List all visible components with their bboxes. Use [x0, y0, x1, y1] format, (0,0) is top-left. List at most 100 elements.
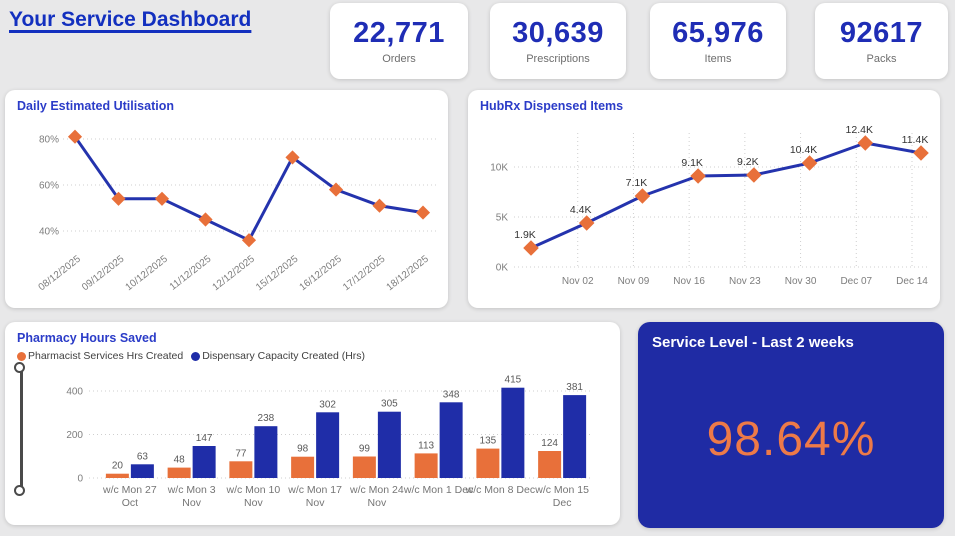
panel-service-level: Service Level - Last 2 weeks 98.64%: [638, 322, 944, 528]
svg-text:Oct: Oct: [122, 497, 138, 509]
svg-text:400: 400: [66, 387, 83, 398]
svg-text:Nov: Nov: [182, 497, 201, 509]
svg-text:305: 305: [381, 399, 398, 410]
utilisation-panel-title: Daily Estimated Utilisation: [17, 99, 174, 113]
panel-daily-estimated-utilisation: Daily Estimated Utilisation 80% 60% 40% 08/…: [5, 90, 448, 308]
svg-text:80%: 80%: [39, 135, 59, 146]
hours-panel-title: Pharmacy Hours Saved: [17, 331, 157, 345]
svg-text:5K: 5K: [496, 213, 509, 224]
svg-text:Nov 02: Nov 02: [562, 276, 594, 287]
svg-text:200: 200: [66, 430, 83, 441]
kpi-card-packs: 92617 Packs: [815, 3, 948, 79]
svg-text:48: 48: [174, 455, 186, 466]
legend-label-dispensary-capacity: Dispensary Capacity Created (Hrs): [202, 350, 366, 362]
svg-text:w/c Mon 3: w/c Mon 3: [167, 484, 216, 496]
svg-text:60%: 60%: [39, 181, 59, 192]
service-level-value-wrap: 98.64%: [638, 351, 944, 528]
svg-text:10.4K: 10.4K: [790, 144, 817, 156]
svg-text:7.1K: 7.1K: [626, 177, 648, 189]
panel-hubrx-dispensed-items: HubRx Dispensed Items 0K 5K 10K Nov 02 Nov 0…: [468, 90, 940, 308]
service-level-title: Service Level - Last 2 weeks: [652, 334, 854, 351]
slider-handle-top[interactable]: [14, 362, 25, 373]
svg-text:Nov 30: Nov 30: [785, 276, 817, 287]
svg-text:18/12/2025: 18/12/2025: [385, 253, 432, 293]
kpi-label-items: Items: [704, 53, 732, 65]
svg-text:09/12/2025: 09/12/2025: [80, 253, 127, 293]
kpi-label-orders: Orders: [382, 53, 416, 65]
svg-text:Nov 23: Nov 23: [729, 276, 761, 287]
legend-label-pharmacist-services: Pharmacist Services Hrs Created: [28, 350, 184, 362]
svg-text:Nov: Nov: [306, 497, 325, 509]
svg-text:Nov: Nov: [368, 497, 387, 509]
svg-text:0: 0: [77, 474, 83, 485]
svg-text:w/c Mon 8 Dec: w/c Mon 8 Dec: [465, 484, 535, 496]
svg-text:20: 20: [112, 461, 124, 472]
svg-text:9.1K: 9.1K: [681, 157, 703, 169]
svg-text:63: 63: [137, 451, 149, 462]
hubrx-panel-title: HubRx Dispensed Items: [480, 99, 624, 113]
svg-text:4.4K: 4.4K: [570, 204, 592, 216]
svg-text:12/12/2025: 12/12/2025: [211, 253, 258, 293]
svg-text:Dec 14: Dec 14: [896, 276, 928, 287]
svg-text:0K: 0K: [496, 263, 509, 274]
svg-text:w/c Mon 1 Dec: w/c Mon 1 Dec: [403, 484, 473, 496]
svg-text:381: 381: [566, 382, 583, 393]
kpi-value-items: 65,976: [672, 17, 764, 49]
svg-text:77: 77: [235, 448, 247, 459]
hours-legend: Pharmacist Services Hrs Created Dispensa…: [17, 350, 365, 362]
legend-item-dispensary-capacity[interactable]: Dispensary Capacity Created (Hrs): [191, 350, 365, 362]
y-axis-zoom-slider[interactable]: [11, 362, 33, 496]
svg-text:08/12/2025: 08/12/2025: [37, 253, 84, 293]
svg-text:w/c Mon 17: w/c Mon 17: [287, 484, 342, 496]
svg-text:Nov 09: Nov 09: [618, 276, 650, 287]
service-level-value: 98.64%: [706, 413, 876, 466]
legend-dot-blue-icon: [191, 351, 201, 361]
legend-dot-orange-icon: [17, 351, 26, 361]
kpi-label-prescriptions: Prescriptions: [526, 53, 590, 65]
hubrx-line-chart[interactable]: 0K 5K 10K Nov 02 Nov 09 Nov 16 Nov 23 Nov 30 Dec…: [476, 120, 934, 298]
svg-text:113: 113: [418, 440, 434, 451]
slider-track[interactable]: [20, 369, 23, 489]
svg-text:10K: 10K: [490, 163, 508, 174]
svg-text:w/c Mon 10: w/c Mon 10: [226, 484, 281, 496]
svg-text:99: 99: [359, 443, 371, 454]
svg-text:w/c Mon 27: w/c Mon 27: [102, 484, 157, 496]
svg-text:17/12/2025: 17/12/2025: [341, 253, 388, 293]
svg-text:15/12/2025: 15/12/2025: [254, 253, 301, 293]
kpi-value-prescriptions: 30,639: [512, 17, 604, 49]
legend-item-pharmacist-services[interactable]: Pharmacist Services Hrs Created: [17, 350, 183, 362]
svg-text:147: 147: [196, 433, 213, 444]
svg-text:11/12/2025: 11/12/2025: [168, 253, 214, 292]
svg-text:Nov: Nov: [244, 497, 263, 509]
kpi-card-prescriptions: 30,639 Prescriptions: [490, 3, 626, 79]
svg-text:16/12/2025: 16/12/2025: [298, 253, 345, 293]
kpi-value-orders: 22,771: [353, 17, 445, 49]
svg-text:135: 135: [480, 436, 497, 447]
svg-text:w/c Mon 15: w/c Mon 15: [534, 484, 589, 496]
svg-text:w/c Mon 24: w/c Mon 24: [349, 484, 404, 496]
utilisation-line-chart[interactable]: 80%60%40%08/12/202509/12/202510/12/20251…: [13, 116, 441, 302]
kpi-label-packs: Packs: [866, 53, 897, 65]
svg-text:348: 348: [443, 389, 460, 400]
svg-text:11.4K: 11.4K: [902, 134, 929, 146]
svg-text:9.2K: 9.2K: [737, 156, 759, 168]
dashboard-title-link[interactable]: Your Service Dashboard: [9, 8, 252, 31]
svg-text:124: 124: [541, 438, 558, 449]
kpi-card-orders: 22,771 Orders: [330, 3, 468, 79]
svg-text:12.4K: 12.4K: [846, 124, 873, 136]
svg-text:40%: 40%: [39, 227, 59, 238]
svg-text:10/12/2025: 10/12/2025: [124, 253, 171, 293]
svg-text:302: 302: [319, 399, 336, 410]
svg-text:Dec: Dec: [553, 497, 572, 509]
kpi-card-items: 65,976 Items: [650, 3, 786, 79]
svg-text:Nov 16: Nov 16: [673, 276, 705, 287]
svg-text:Dec 07: Dec 07: [840, 276, 872, 287]
kpi-value-packs: 92617: [839, 17, 924, 49]
svg-text:98: 98: [297, 444, 309, 455]
svg-text:1.9K: 1.9K: [514, 229, 536, 241]
svg-text:238: 238: [258, 413, 275, 424]
panel-pharmacy-hours-saved: Pharmacy Hours Saved Pharmacist Services…: [5, 322, 620, 525]
slider-handle-bottom[interactable]: [14, 485, 25, 496]
svg-text:415: 415: [505, 375, 522, 386]
